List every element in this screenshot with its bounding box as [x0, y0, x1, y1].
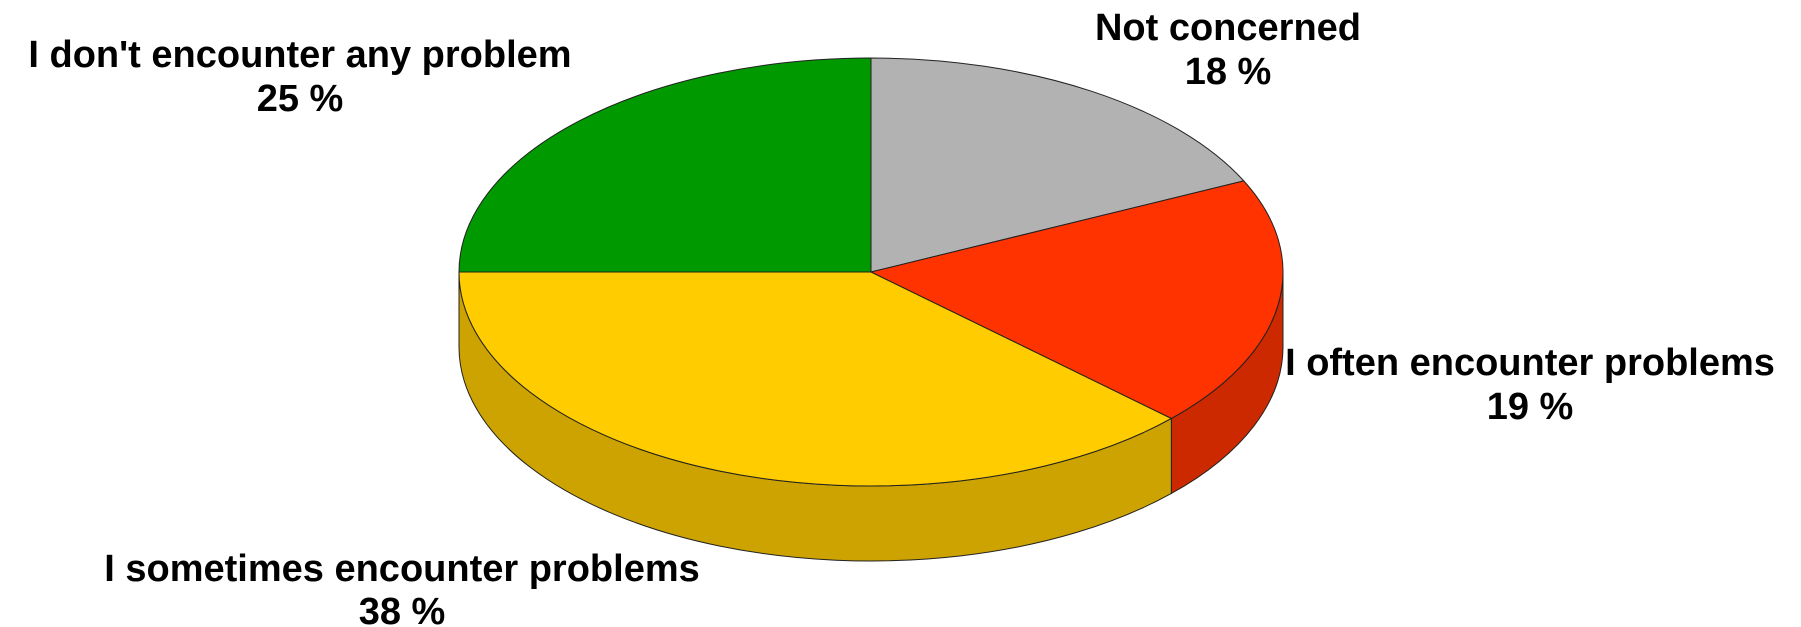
label-often-problems: I often encounter problems — [1285, 342, 1775, 384]
slice-not-concerned — [870, 57, 1245, 273]
label-no-problem: I don't encounter any problem — [28, 34, 571, 76]
slice-i-don-t-encounter-any-problem — [458, 57, 872, 273]
label-not-concerned: Not concerned — [1095, 7, 1361, 49]
value-not-concerned: 18 % — [1185, 51, 1272, 93]
value-no-problem: 25 % — [257, 78, 344, 120]
value-often-problems: 19 % — [1487, 386, 1574, 428]
slice-i-sometimes-encounter-problems — [458, 271, 1172, 487]
value-sometimes-problems: 38 % — [359, 591, 446, 627]
slice-i-often-encounter-problems — [870, 180, 1284, 419]
pie-top-faces — [458, 57, 1284, 487]
label-sometimes-problems: I sometimes encounter problems — [104, 548, 700, 590]
slice-labels: Not concerned 18 % I often encounter pro… — [28, 7, 1775, 627]
